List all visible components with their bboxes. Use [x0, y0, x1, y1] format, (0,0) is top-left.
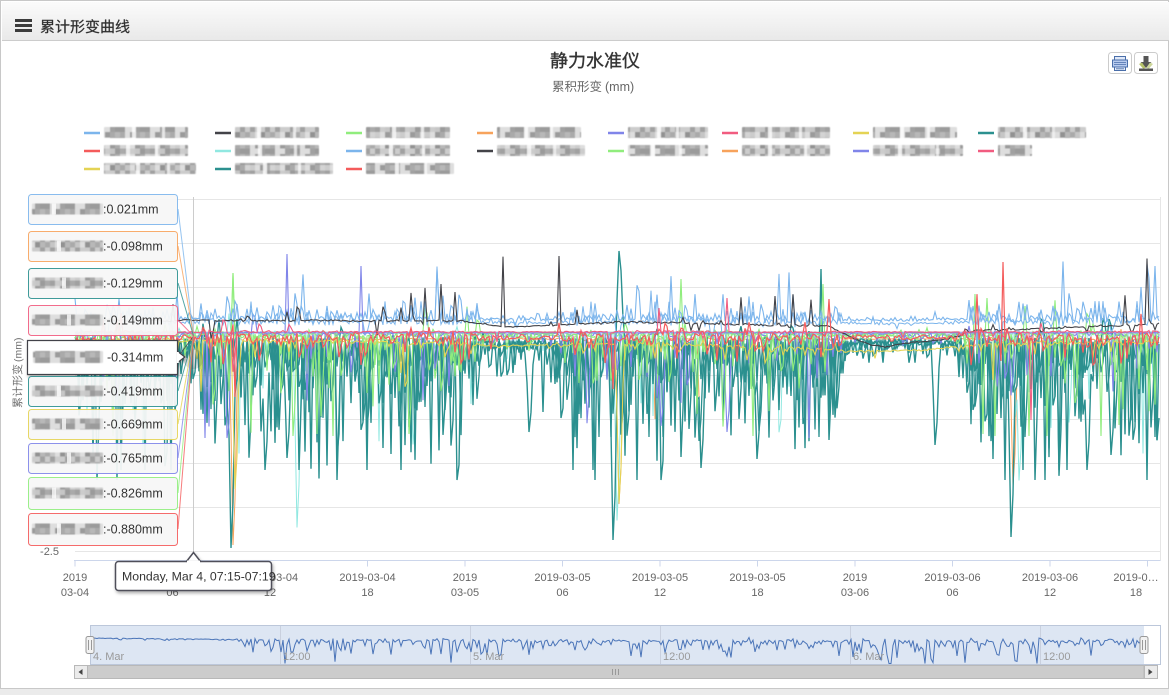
svg-text:2019-03-05: 2019-03-05 [534, 572, 590, 584]
svg-text:12: 12 [1044, 587, 1056, 599]
svg-text:-2.5: -2.5 [40, 546, 59, 558]
svg-text:Monday, Mar 4, 07:15-07:19: Monday, Mar 4, 07:15-07:19 [122, 570, 276, 584]
svg-text:2019-03-06: 2019-03-06 [924, 572, 980, 584]
svg-text::0.021mm: :0.021mm [103, 203, 159, 217]
svg-text:2019: 2019 [843, 572, 867, 584]
svg-text:(mm): (mm) [605, 80, 634, 94]
svg-text:12: 12 [654, 587, 666, 599]
svg-text:18: 18 [1130, 587, 1142, 599]
svg-text:12:00: 12:00 [1043, 651, 1071, 663]
svg-text:2019: 2019 [63, 572, 87, 584]
svg-text::-0.880mm: :-0.880mm [103, 523, 163, 537]
svg-text:2019-03-04: 2019-03-04 [339, 572, 395, 584]
svg-text:(mm): (mm) [13, 338, 25, 363]
svg-text:06: 06 [556, 587, 568, 599]
svg-text:2019-03-05: 2019-03-05 [632, 572, 688, 584]
svg-text:2019-03-05: 2019-03-05 [729, 572, 785, 584]
svg-text:06: 06 [946, 587, 958, 599]
svg-text:03-06: 03-06 [841, 587, 869, 599]
svg-text::-0.098mm: :-0.098mm [103, 240, 163, 254]
svg-text:03-04: 03-04 [61, 587, 89, 599]
svg-text:2019-0…: 2019-0… [1113, 572, 1158, 584]
svg-text:12:00: 12:00 [663, 651, 691, 663]
svg-text:2019-03-06: 2019-03-06 [1022, 572, 1078, 584]
svg-text::-0.765mm: :-0.765mm [103, 452, 163, 466]
svg-text::-0.826mm: :-0.826mm [103, 487, 163, 501]
svg-text::-0.129mm: :-0.129mm [103, 277, 163, 291]
svg-text::-0.149mm: :-0.149mm [103, 314, 163, 328]
svg-text:03-05: 03-05 [451, 587, 479, 599]
svg-text::-0.669mm: :-0.669mm [103, 418, 163, 432]
svg-text:12:00: 12:00 [283, 651, 311, 663]
svg-text:2019: 2019 [453, 572, 477, 584]
svg-text:6. Mar: 6. Mar [853, 651, 885, 663]
svg-text:-0.314mm: -0.314mm [107, 351, 163, 365]
svg-text:4. Mar: 4. Mar [93, 651, 125, 663]
svg-text:5. Mar: 5. Mar [473, 651, 505, 663]
svg-text:18: 18 [361, 587, 373, 599]
svg-text::-0.419mm: :-0.419mm [103, 385, 163, 399]
svg-text:18: 18 [751, 587, 763, 599]
